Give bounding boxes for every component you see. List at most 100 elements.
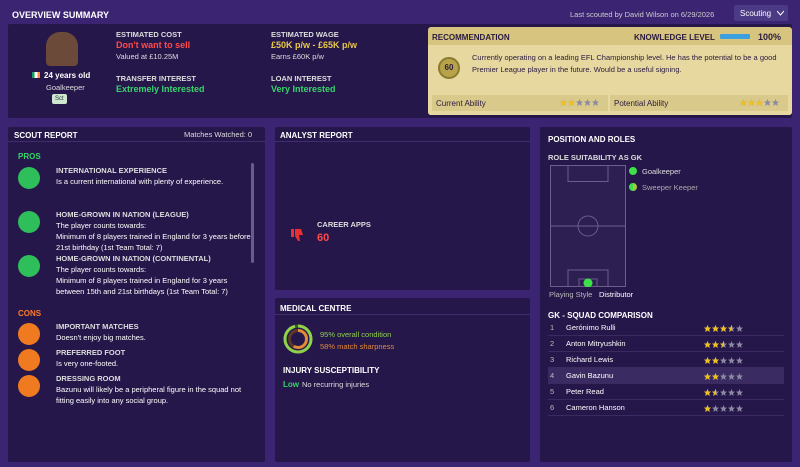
- page-title: OVERVIEW SUMMARY: [12, 10, 110, 20]
- comparison-title: GK - SQUAD COMPARISON: [548, 311, 653, 320]
- item-title: IMPORTANT MATCHES: [56, 322, 139, 331]
- star-rating: [704, 389, 744, 396]
- star-fill: [704, 341, 724, 348]
- star-rating: [740, 99, 780, 106]
- knowledge-bar: [720, 34, 750, 39]
- transfer-value: Extremely Interested: [116, 84, 205, 94]
- scout-report-title[interactable]: SCOUT REPORT: [14, 131, 78, 140]
- cons-label: CONS: [18, 309, 42, 318]
- injury-level: Low: [283, 380, 299, 389]
- star-rating: [704, 341, 744, 348]
- squad-name: Peter Read: [566, 387, 604, 396]
- star-rating: [704, 325, 744, 332]
- item-text: PREFERRED FOOT Is very one-footed.: [56, 347, 256, 369]
- matches-watched: Matches Watched: 0: [184, 130, 253, 139]
- item-icon: [18, 167, 40, 189]
- divider: [275, 141, 530, 142]
- item-title: DRESSING ROOM: [56, 374, 121, 383]
- wage-label: ESTIMATED WAGE: [271, 30, 339, 39]
- item-text: INTERNATIONAL EXPERIENCE Is a current int…: [56, 165, 256, 187]
- loan-value: Very Interested: [271, 84, 336, 94]
- item-title: PREFERRED FOOT: [56, 348, 126, 357]
- potential-ability-label: Potential Ability: [614, 99, 669, 108]
- knowledge-label: KNOWLEDGE LEVEL: [634, 33, 715, 42]
- item-icon: [18, 349, 40, 371]
- recommendation-title: RECOMMENDATION: [432, 33, 510, 42]
- item-icon: [18, 211, 40, 233]
- analyst-title[interactable]: ANALYST REPORT: [280, 131, 353, 140]
- squad-name: Cameron Hanson: [566, 403, 625, 412]
- role-dot: [629, 167, 637, 175]
- squad-rank: 4: [550, 371, 555, 380]
- playing-style-label: Playing Style: [549, 290, 593, 299]
- position-panel: POSITION AND ROLES ROLE SUITABILITY AS G…: [540, 127, 792, 462]
- item-title: HOME-GROWN IN NATION (CONTINENTAL): [56, 254, 211, 263]
- scouting-dropdown[interactable]: Scouting: [734, 5, 788, 21]
- item-text: DRESSING ROOM Bazunu will likely be a per…: [56, 373, 256, 406]
- player-position: Goalkeeper: [46, 83, 85, 92]
- analyst-panel: ANALYST REPORT CAREER APPS 60: [275, 127, 530, 290]
- scout-report-panel: SCOUT REPORT Matches Watched: 0 PROS INT…: [8, 127, 265, 462]
- role: Sweeper Keeper: [642, 183, 698, 192]
- knowledge-percent: 100%: [758, 32, 782, 42]
- injury-text: No recurring injuries: [302, 380, 370, 389]
- dropdown-label: Scouting: [740, 9, 772, 18]
- pros-label: PROS: [18, 152, 41, 161]
- overview-panel: 24 years old Goalkeeper Sct ESTIMATED CO…: [8, 24, 792, 118]
- squad-rank: 3: [550, 355, 555, 364]
- squad-rank: 1: [550, 323, 555, 332]
- squad-row: 2 Anton Mitryushkin: [548, 336, 784, 352]
- star-fill: [704, 405, 712, 412]
- star-fill: [740, 99, 764, 106]
- medical-panel: MEDICAL CENTRE 95% overall condition 58%…: [275, 298, 530, 462]
- squad-row: 3 Richard Lewis: [548, 352, 784, 368]
- item-title: HOME-GROWN IN NATION (LEAGUE): [56, 210, 189, 219]
- squad-rank: 5: [550, 387, 555, 396]
- star-fill: [704, 357, 720, 364]
- cost-note: Valued at £10.25M: [116, 52, 179, 61]
- wage-value: £50K p/w - £65K p/w: [271, 40, 358, 50]
- squad-rank: 6: [550, 403, 555, 412]
- star-fill: [704, 373, 720, 380]
- injury-title: INJURY SUSCEPTIBILITY: [283, 366, 380, 375]
- star-rating: [704, 373, 744, 380]
- item-body: Is very one-footed.: [56, 359, 119, 368]
- scrollbar[interactable]: [251, 163, 254, 263]
- squad-table: 1 Gerónimo Rulli 2 Anton Mitryushkin 3 Richar…: [540, 320, 792, 460]
- transfer-label: TRANSFER INTEREST: [116, 74, 197, 83]
- role-badge: Sct: [52, 94, 67, 104]
- career-apps-label: CAREER APPS: [317, 220, 371, 229]
- flag: [32, 72, 40, 78]
- item-text: IMPORTANT MATCHES Doesn't enjoy big match…: [56, 321, 256, 343]
- squad-name: Richard Lewis: [566, 355, 614, 364]
- squad-row: 4 Gavin Bazunu: [548, 368, 784, 384]
- squad-row: 1 Gerónimo Rulli: [548, 320, 784, 336]
- star-fill: [704, 325, 732, 332]
- potential-ability: Potential Ability: [610, 95, 788, 111]
- current-ability-label: Current Ability: [436, 99, 486, 108]
- recommendation-box: RECOMMENDATION KNOWLEDGE LEVEL 100% 60 C…: [428, 27, 792, 115]
- role-dot: [629, 183, 637, 191]
- item-body: Is a current international with plenty o…: [56, 177, 224, 186]
- position-title: POSITION AND ROLES: [548, 135, 636, 144]
- item-text: HOME-GROWN IN NATION (CONTINENTAL) The pl…: [56, 253, 256, 297]
- squad-name: Anton Mitryushkin: [566, 339, 626, 348]
- squad-row: 6 Cameron Hanson: [548, 400, 784, 416]
- squad-name: Gavin Bazunu: [566, 371, 614, 380]
- item-text: HOME-GROWN IN NATION (LEAGUE) The player …: [56, 209, 256, 253]
- recommendation-score: 60: [438, 57, 460, 79]
- cons-list: IMPORTANT MATCHES Doesn't enjoy big match…: [8, 319, 265, 459]
- item-icon: [18, 323, 40, 345]
- thumbs-down-icon: [291, 229, 303, 241]
- medical-title[interactable]: MEDICAL CENTRE: [280, 304, 352, 313]
- role: Goalkeeper: [642, 167, 681, 176]
- item-body: Bazunu will likely be a peripheral figur…: [56, 385, 242, 405]
- pitch: [550, 165, 626, 287]
- star-rating: [704, 405, 744, 412]
- squad-rank: 2: [550, 339, 555, 348]
- item-detail: Minimum of 8 players trained in England …: [56, 232, 251, 252]
- divider: [8, 141, 265, 142]
- match-sharpness: 58% match sharpness: [320, 342, 395, 351]
- item-body: Doesn't enjoy big matches.: [56, 333, 146, 342]
